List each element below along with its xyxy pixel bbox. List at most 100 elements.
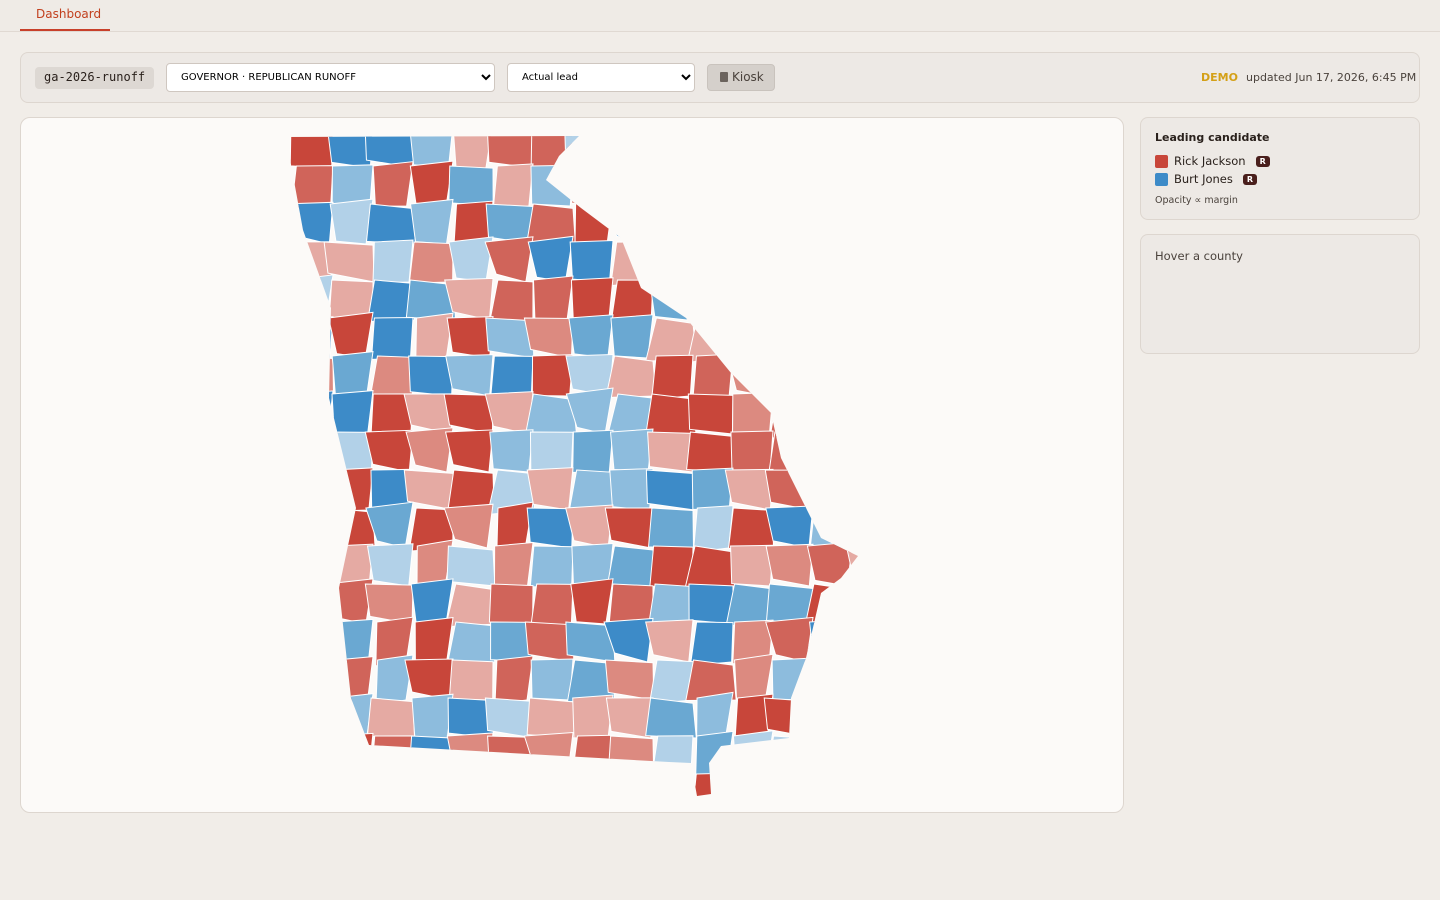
county[interactable] <box>532 275 574 321</box>
county[interactable] <box>448 165 494 207</box>
county[interactable] <box>366 543 414 587</box>
county[interactable] <box>724 773 777 814</box>
county[interactable] <box>854 426 893 475</box>
county[interactable] <box>695 730 734 781</box>
county[interactable] <box>685 165 737 212</box>
county[interactable] <box>414 617 454 665</box>
county[interactable] <box>494 655 534 705</box>
county[interactable] <box>646 203 696 248</box>
county[interactable] <box>732 391 774 435</box>
county[interactable] <box>807 315 854 359</box>
county[interactable] <box>645 469 696 511</box>
county[interactable] <box>563 773 614 814</box>
county[interactable] <box>605 697 654 739</box>
county[interactable] <box>331 351 374 397</box>
county[interactable] <box>367 279 415 323</box>
county[interactable] <box>524 621 575 663</box>
county[interactable] <box>686 431 736 473</box>
county[interactable] <box>771 772 814 814</box>
county[interactable] <box>813 426 854 474</box>
county[interactable] <box>645 241 697 283</box>
county[interactable] <box>606 165 655 207</box>
county[interactable] <box>803 469 858 511</box>
county[interactable] <box>805 279 857 321</box>
county[interactable] <box>846 466 893 511</box>
county[interactable] <box>689 621 734 667</box>
county[interactable] <box>493 541 534 589</box>
county[interactable] <box>409 160 454 207</box>
county[interactable] <box>370 735 414 779</box>
county[interactable] <box>287 735 334 777</box>
county[interactable] <box>372 161 414 207</box>
county[interactable] <box>763 163 814 207</box>
county[interactable] <box>287 390 334 435</box>
county[interactable] <box>774 275 814 324</box>
county[interactable] <box>287 355 334 399</box>
county[interactable] <box>404 658 454 701</box>
county[interactable] <box>610 314 654 359</box>
county[interactable] <box>408 355 454 397</box>
county[interactable] <box>490 355 534 398</box>
race-select[interactable]: GOVERNOR · REPUBLICAN RUNOFF <box>166 63 495 92</box>
county[interactable] <box>411 693 454 739</box>
county[interactable] <box>284 201 334 245</box>
county[interactable] <box>364 429 414 473</box>
county[interactable] <box>375 654 414 706</box>
county[interactable] <box>809 355 854 397</box>
county[interactable] <box>853 162 893 208</box>
county[interactable] <box>844 128 896 169</box>
county[interactable] <box>333 693 374 740</box>
county[interactable] <box>769 241 814 283</box>
county[interactable] <box>288 578 334 625</box>
county[interactable] <box>808 735 854 777</box>
county[interactable] <box>845 773 895 814</box>
county[interactable] <box>289 128 334 169</box>
county[interactable] <box>731 127 774 174</box>
county[interactable] <box>489 429 534 473</box>
county[interactable] <box>807 393 854 436</box>
mode-select[interactable]: Actual lead <box>507 63 695 92</box>
county[interactable] <box>844 583 893 625</box>
county[interactable] <box>647 431 694 473</box>
county[interactable] <box>523 732 574 777</box>
county[interactable] <box>688 583 734 625</box>
county[interactable] <box>330 732 374 777</box>
county[interactable] <box>564 128 617 169</box>
county[interactable] <box>764 469 814 511</box>
county[interactable] <box>452 123 494 169</box>
county[interactable] <box>408 241 454 284</box>
county[interactable] <box>845 507 895 554</box>
county[interactable] <box>849 351 893 397</box>
county[interactable] <box>766 201 814 245</box>
county[interactable] <box>650 773 694 814</box>
county[interactable] <box>607 773 654 814</box>
county[interactable] <box>446 732 494 777</box>
county[interactable] <box>724 241 778 283</box>
county[interactable] <box>844 735 895 777</box>
county[interactable] <box>730 544 774 587</box>
county[interactable] <box>844 275 893 321</box>
county[interactable] <box>650 735 694 782</box>
county[interactable] <box>286 316 334 359</box>
county[interactable] <box>287 697 335 740</box>
county[interactable] <box>370 316 414 360</box>
county[interactable] <box>764 355 818 397</box>
county[interactable] <box>692 505 734 553</box>
county[interactable] <box>771 126 814 169</box>
county[interactable] <box>527 235 574 283</box>
county[interactable] <box>492 163 534 211</box>
county[interactable] <box>328 311 374 359</box>
county[interactable] <box>690 198 734 245</box>
county[interactable] <box>647 583 695 627</box>
county[interactable] <box>293 618 334 668</box>
county[interactable] <box>365 203 417 245</box>
county[interactable] <box>809 507 854 551</box>
county[interactable] <box>647 507 694 549</box>
county[interactable] <box>405 427 454 473</box>
county[interactable] <box>448 659 494 701</box>
county[interactable] <box>526 697 576 739</box>
county[interactable] <box>568 314 614 359</box>
county[interactable] <box>488 583 534 625</box>
county[interactable] <box>769 317 814 360</box>
county[interactable] <box>363 772 414 814</box>
